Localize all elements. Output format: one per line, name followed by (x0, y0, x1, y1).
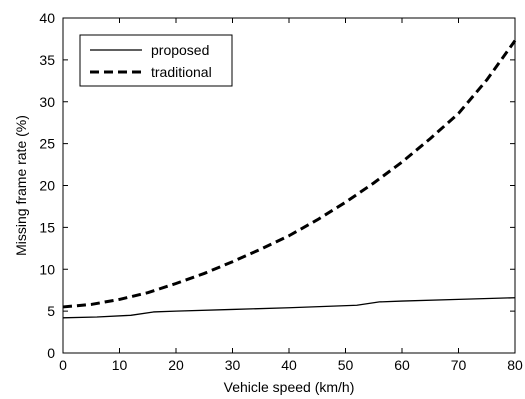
x-tick-label: 0 (59, 357, 67, 373)
legend: proposed traditional (79, 34, 233, 87)
legend-label-traditional: traditional (151, 64, 212, 80)
y-tick-label: 40 (39, 10, 55, 26)
x-tick-label: 60 (394, 357, 410, 373)
legend-box (79, 34, 233, 87)
legend-label-proposed: proposed (151, 42, 209, 58)
x-axis-label: Vehicle speed (km/h) (224, 379, 355, 395)
x-tick-label: 80 (507, 357, 523, 373)
y-tick-label: 0 (47, 345, 55, 361)
y-tick-label: 20 (39, 178, 55, 194)
axis-ticks: 0 10 20 30 40 50 60 70 80 0 5 10 15 20 25 30 35 40 (39, 10, 523, 373)
y-tick-label: 5 (47, 303, 55, 319)
x-tick-label: 30 (225, 357, 241, 373)
y-axis-label: Missing frame rate (%) (13, 115, 29, 256)
x-tick-label: 10 (112, 357, 128, 373)
y-tick-label: 30 (39, 94, 55, 110)
series-line-traditional (62, 39, 517, 309)
y-tick-label: 15 (39, 219, 55, 235)
x-tick-label: 70 (451, 357, 467, 373)
series-layer (62, 39, 517, 319)
x-tick-label: 40 (281, 357, 297, 373)
y-tick-label: 25 (39, 136, 55, 152)
y-tick-label: 35 (39, 52, 55, 68)
x-tick-label: 20 (168, 357, 184, 373)
series-line-proposed (62, 297, 516, 319)
x-tick-label: 50 (338, 357, 354, 373)
y-tick-label: 10 (39, 261, 55, 277)
